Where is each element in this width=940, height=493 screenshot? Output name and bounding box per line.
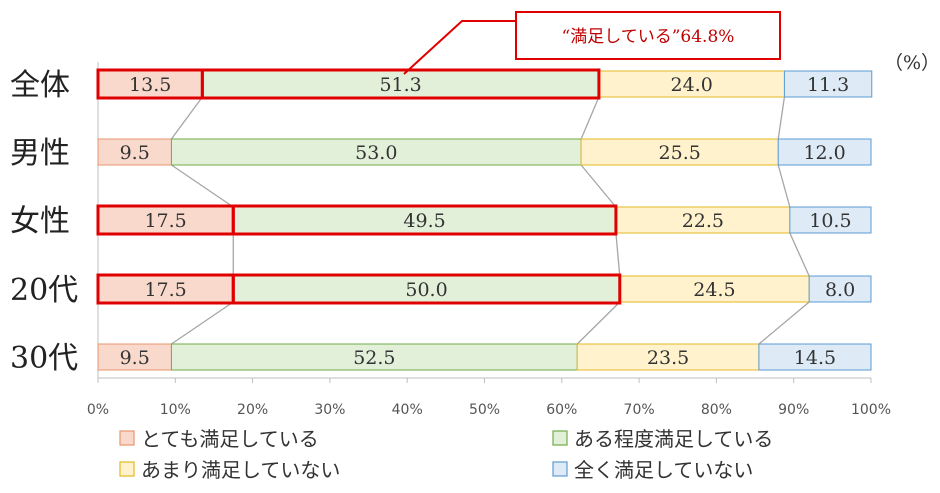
data-label: 52.5 [353, 347, 395, 369]
data-label: 49.5 [403, 210, 445, 232]
bar-segment [783, 70, 873, 98]
callout-text: “満足している”64.8% [562, 27, 735, 47]
data-label: 53.0 [355, 142, 397, 164]
x-tick-label: 10% [160, 402, 191, 418]
value-labels: 13.5 51.3 24.0 11.3 9.5 53.0 25.5 12.0 17.5 49.5 2… [120, 74, 856, 369]
x-tick-label: 30% [314, 402, 345, 418]
x-tick-label: 40% [392, 402, 423, 418]
legend-label: ある程度満足している [574, 427, 773, 451]
callout: “満足している”64.8% [403, 11, 781, 75]
bar-segment [789, 206, 872, 234]
highlight-box [231, 273, 622, 305]
bar-segment [97, 275, 234, 303]
connector-line [170, 96, 203, 140]
bar-segment [97, 206, 234, 234]
data-label: 50.0 [405, 279, 447, 301]
x-tick-label: 70% [624, 402, 655, 418]
connector-line [576, 301, 621, 345]
data-label: 10.5 [809, 210, 851, 232]
legend-swatch [552, 430, 568, 446]
x-tick-label: 80% [701, 402, 732, 418]
callout-leader-line [403, 20, 516, 75]
category-label: 全体 [10, 68, 70, 103]
bar-segment [808, 275, 872, 303]
bar-segment [777, 138, 872, 166]
category-label: 20代 [10, 273, 78, 308]
bar-segment [170, 138, 582, 166]
data-label: 51.3 [379, 74, 421, 96]
legend-label: とても満足している [141, 427, 319, 451]
bar-segment [615, 206, 791, 234]
highlight-box [200, 68, 601, 100]
data-label: 14.5 [794, 347, 836, 369]
x-axis: 0% 10% 20% 30% 40% 50% 60% 70% 80% 90% 100% [87, 62, 891, 418]
data-label: 13.5 [129, 74, 171, 96]
bar-segment [201, 70, 600, 98]
connector-line [777, 164, 791, 208]
legend-label: 全く満足していない [574, 458, 753, 482]
connector-line [789, 232, 810, 277]
data-label: 9.5 [120, 142, 150, 164]
highlight-box [231, 204, 618, 236]
category-label: 30代 [10, 341, 78, 376]
connector-line [580, 164, 617, 208]
x-tick-label: 100% [851, 402, 891, 418]
connector-line [171, 301, 234, 345]
data-label: 12.0 [803, 142, 845, 164]
data-label: 17.5 [144, 279, 186, 301]
data-label: 9.5 [120, 347, 150, 369]
category-label: 男性 [10, 136, 70, 171]
legend-label: あまり満足していない [141, 458, 340, 482]
connector-line [615, 232, 621, 277]
x-tick-label: 0% [87, 402, 109, 418]
bar-segment [232, 206, 617, 234]
bar-segment [97, 343, 172, 371]
unit-label: （%） [884, 52, 940, 74]
x-tick-label: 50% [469, 402, 500, 418]
x-tick-label: 20% [237, 402, 268, 418]
bar-segment [598, 70, 785, 98]
bar-segment [758, 343, 872, 371]
data-label: 22.5 [682, 210, 724, 232]
data-label: 17.5 [144, 210, 186, 232]
x-tick-label: 90% [778, 402, 809, 418]
data-label: 24.0 [671, 74, 713, 96]
data-label: 8.0 [825, 279, 855, 301]
callout-box [515, 11, 781, 60]
connector-line [580, 96, 600, 140]
x-tick-label: 60% [546, 402, 577, 418]
legend-swatch [119, 430, 135, 446]
legend-swatch [552, 461, 568, 477]
connector-line [171, 164, 234, 208]
connector-line [758, 301, 810, 345]
legend-swatch [119, 461, 135, 477]
connector-line [777, 96, 786, 140]
data-label: 23.5 [647, 347, 689, 369]
bar-segment [619, 275, 810, 303]
bar-segment [576, 343, 760, 371]
bars [97, 70, 873, 371]
connector-lines [170, 96, 810, 345]
data-label: 11.3 [807, 74, 849, 96]
highlight-boxes [96, 68, 622, 305]
category-label: 女性 [10, 204, 70, 239]
bar-segment [170, 343, 578, 371]
bar-segment [580, 138, 779, 166]
data-label: 24.5 [693, 279, 735, 301]
data-label: 25.5 [659, 142, 701, 164]
